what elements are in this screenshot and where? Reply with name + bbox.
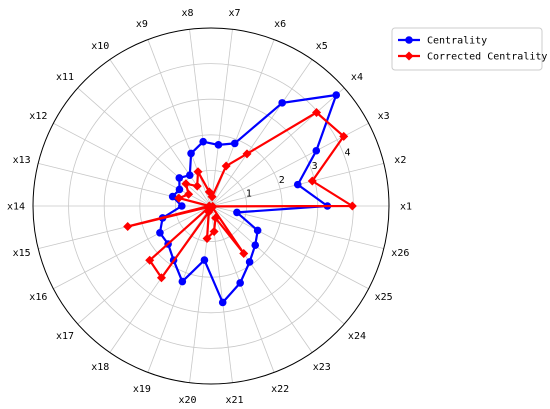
legend-label: Corrected Centrality: [427, 52, 547, 63]
data-point-x20: [202, 234, 212, 244]
data-point-x2: [307, 176, 317, 186]
grid-spoke: [210, 205, 275, 373]
data-point-x15: [123, 222, 133, 232]
category-label-x1: x1: [400, 202, 412, 213]
data-point-x11: [175, 174, 184, 182]
radial-tick-label: 3: [312, 161, 318, 172]
grid-spoke: [210, 87, 345, 207]
category-label-x11: x11: [56, 72, 74, 83]
data-point-x5: [278, 99, 286, 107]
data-point-x3: [339, 131, 349, 141]
data-point-x20: [200, 256, 209, 264]
category-label-x16: x16: [29, 292, 47, 303]
data-point-x6: [221, 161, 231, 171]
category-label-x21: x21: [225, 395, 243, 406]
data-point-x4: [332, 91, 341, 99]
category-label-x10: x10: [91, 41, 109, 52]
grid-spoke: [53, 122, 212, 207]
data-point-x23: [245, 258, 254, 266]
data-point-x21: [209, 226, 219, 236]
legend-marker: [404, 51, 414, 61]
data-point-x10: [185, 171, 194, 180]
data-point-x21: [218, 298, 227, 307]
grid-spoke: [210, 29, 233, 207]
data-point-x7: [214, 141, 223, 149]
data-point-x14: [178, 202, 186, 210]
radial-tick-label: 2: [279, 175, 285, 186]
grid-spoke: [147, 205, 212, 373]
data-point-x8: [199, 137, 207, 146]
grid-spoke: [53, 205, 212, 290]
category-label-x19: x19: [133, 384, 151, 395]
data-point-x17: [145, 255, 155, 265]
category-label-x23: x23: [313, 362, 331, 373]
grid-spoke: [77, 87, 212, 207]
legend-marker: [405, 36, 413, 44]
data-point-x26: [208, 201, 218, 211]
data-point-x1: [347, 201, 357, 211]
data-point-x6: [230, 139, 239, 148]
category-label-x5: x5: [316, 41, 328, 52]
data-point-x10: [192, 181, 202, 191]
category-label-x12: x12: [29, 111, 47, 122]
data-point-x5: [242, 149, 252, 159]
category-label-x24: x24: [348, 331, 366, 342]
category-labels: x1 x2 x3 x4 x5 x6 x7 x8 x9 x10 x11 x12 x13 x14 x15 x16 x…: [7, 8, 412, 406]
category-label-x9: x9: [136, 19, 148, 30]
grid-spoke: [189, 29, 212, 207]
data-point-x26: [233, 208, 241, 217]
grid-spoke: [210, 59, 313, 207]
legend: Centrality Corrected Centrality: [391, 27, 547, 71]
category-label-x20: x20: [178, 395, 196, 406]
data-point-x24: [251, 241, 260, 249]
category-label-x22: x22: [271, 384, 289, 395]
category-label-x2: x2: [394, 155, 406, 166]
category-label-x4: x4: [351, 72, 363, 83]
series-layer: [123, 91, 357, 307]
category-label-x17: x17: [56, 331, 74, 342]
category-label-x15: x15: [13, 248, 31, 259]
data-point-x23: [239, 248, 249, 258]
data-point-x3: [312, 146, 321, 155]
grid-spoke: [210, 205, 345, 325]
category-label-x13: x13: [13, 155, 31, 166]
legend-label: Centrality: [427, 36, 487, 47]
data-point-x25: [253, 226, 262, 235]
data-point-x9: [193, 167, 203, 177]
data-point-x19: [178, 277, 187, 286]
category-label-x18: x18: [91, 362, 109, 373]
data-point-x13: [168, 192, 177, 201]
data-point-x18: [156, 273, 166, 283]
category-label-x14: x14: [7, 202, 25, 213]
data-point-x16: [156, 229, 164, 237]
radial-tick-label: 1: [246, 188, 252, 199]
category-label-x3: x3: [378, 111, 390, 122]
data-point-x4: [312, 108, 322, 118]
data-point-x2: [293, 180, 302, 189]
category-label-x25: x25: [375, 292, 393, 303]
data-point-x12: [175, 185, 184, 194]
data-point-x12: [184, 189, 194, 199]
outer-frame: [32, 27, 390, 385]
category-label-x6: x6: [274, 19, 286, 30]
category-label-x26: x26: [391, 248, 409, 259]
category-label-x8: x8: [181, 8, 193, 19]
grid-spoke: [210, 205, 369, 290]
radial-tick-labels: 1 2 3 4: [246, 148, 351, 200]
data-point-x22: [236, 279, 244, 287]
grid-spoke: [109, 59, 212, 207]
radial-tick-label: 4: [345, 148, 351, 159]
data-point-x9: [187, 149, 195, 158]
data-point-x22: [211, 213, 221, 223]
data-point-x11: [181, 179, 191, 189]
data-point-x8: [204, 187, 214, 197]
data-point-x13: [174, 193, 184, 203]
legend-box: [391, 27, 543, 71]
category-label-x7: x7: [228, 8, 240, 19]
